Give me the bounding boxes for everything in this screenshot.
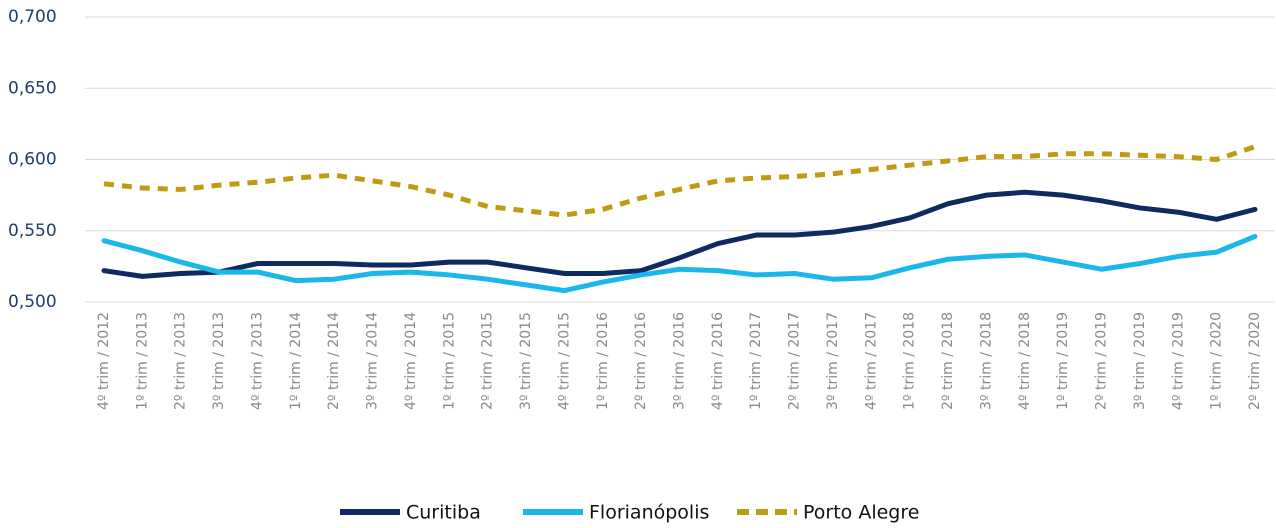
x-tick-label: 4º trim / 2019 bbox=[1170, 312, 1186, 410]
legend-label: Florianópolis bbox=[589, 502, 709, 524]
y-tick-label: 0,650 bbox=[8, 78, 57, 98]
x-tick-label: 2º trim / 2013 bbox=[173, 312, 189, 410]
x-tick-label: 4º trim / 2016 bbox=[710, 312, 726, 410]
x-tick-label: 1º trim / 2013 bbox=[134, 312, 150, 410]
x-tick-label: 1º trim / 2015 bbox=[441, 312, 457, 410]
x-tick-label: 1º trim / 2016 bbox=[595, 312, 611, 410]
y-tick-label: 0,600 bbox=[8, 150, 57, 170]
series-line bbox=[101, 233, 1258, 294]
x-tick-label: 2º trim / 2014 bbox=[326, 312, 342, 410]
x-tick-label: 1º trim / 2020 bbox=[1209, 312, 1225, 410]
series-line bbox=[103, 144, 1256, 218]
y-tick-label: 0,550 bbox=[8, 221, 57, 241]
x-tick-label: 2º trim / 2019 bbox=[1094, 312, 1110, 410]
y-tick-label: 0,500 bbox=[8, 292, 57, 312]
y-tick-label: 0,700 bbox=[8, 7, 57, 27]
x-tick-label: 2º trim / 2015 bbox=[480, 312, 496, 410]
x-tick-label: 2º trim / 2016 bbox=[633, 312, 649, 410]
x-tick-label: 3º trim / 2015 bbox=[518, 312, 534, 410]
x-tick-label: 2º trim / 2018 bbox=[940, 312, 956, 410]
x-tick-label: 1º trim / 2018 bbox=[902, 312, 918, 410]
x-tick-label: 1º trim / 2017 bbox=[748, 312, 764, 410]
x-tick-label: 1º trim / 2019 bbox=[1055, 312, 1071, 410]
x-tick-label: 4º trim / 2015 bbox=[556, 312, 572, 410]
x-tick-label: 3º trim / 2017 bbox=[825, 312, 841, 410]
x-tick-label: 4º trim / 2014 bbox=[403, 312, 419, 410]
x-tick-label: 4º trim / 2013 bbox=[249, 312, 265, 410]
x-tick-label: 3º trim / 2014 bbox=[365, 312, 381, 410]
legend-label: Porto Alegre bbox=[803, 502, 919, 524]
x-tick-label: 4º trim / 2012 bbox=[96, 312, 112, 410]
x-tick-label: 3º trim / 2016 bbox=[672, 312, 688, 410]
legend-label: Curitiba bbox=[406, 502, 481, 524]
x-tick-label: 1º trim / 2014 bbox=[288, 312, 304, 410]
x-tick-label: 3º trim / 2019 bbox=[1132, 312, 1148, 410]
x-tick-label: 4º trim / 2018 bbox=[1017, 312, 1033, 410]
x-tick-label: 4º trim / 2017 bbox=[863, 312, 879, 410]
x-tick-label: 3º trim / 2018 bbox=[978, 312, 994, 410]
x-tick-label: 3º trim / 2013 bbox=[211, 312, 227, 410]
series-line bbox=[101, 189, 1258, 279]
x-tick-label: 2º trim / 2020 bbox=[1247, 312, 1263, 410]
x-tick-label: 2º trim / 2017 bbox=[787, 312, 803, 410]
